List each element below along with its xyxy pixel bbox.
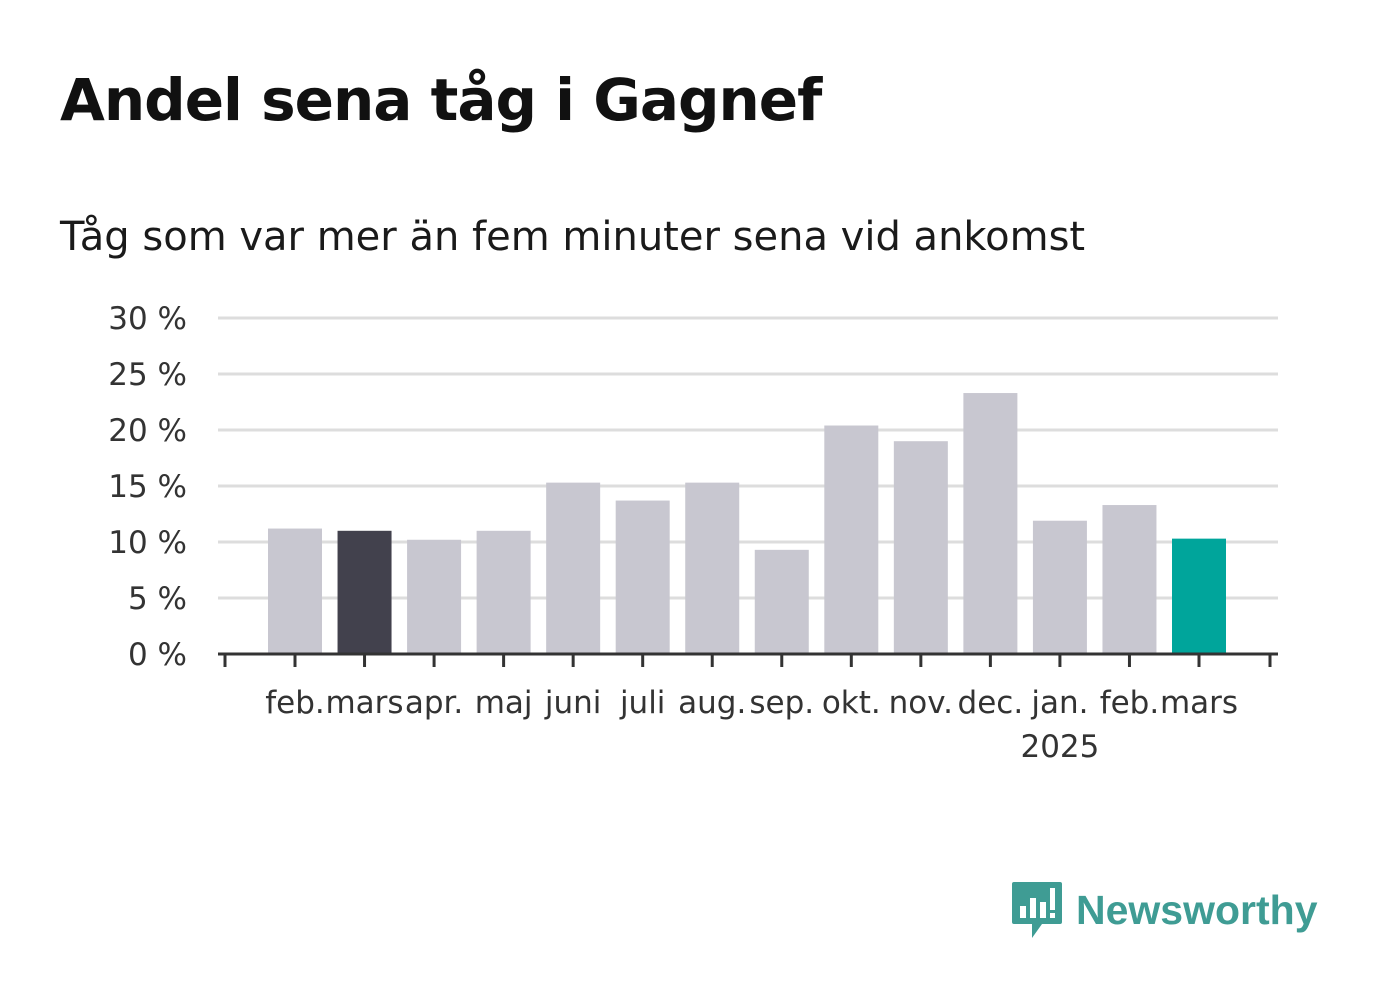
bar (476, 530, 531, 654)
newsworthy-logo: Newsworthy (1010, 880, 1318, 940)
x-tick-label: aug. (678, 685, 746, 721)
x-tick-label: dec. (958, 685, 1024, 721)
x-tick-labels: feb. mars apr. maj juni juli aug. sep. okt. nov. d… (265, 685, 1238, 765)
bars (268, 393, 1226, 654)
x-tick-label: jan. (1030, 685, 1088, 721)
y-tick-label: 25 % (108, 357, 187, 393)
newsworthy-chart-icon (1012, 882, 1062, 938)
bar (337, 530, 392, 654)
bar-chart: 0 %5 %10 %15 %20 %25 %30 % feb. mars apr. m… (108, 301, 1278, 765)
x-tick-label: juni (544, 685, 602, 721)
bar (1102, 505, 1157, 654)
y-tick-label: 10 % (108, 525, 187, 561)
y-tick-label: 15 % (108, 469, 187, 505)
x-tick-label: okt. (822, 685, 881, 721)
x-tick-label: feb. (265, 685, 325, 721)
x-tick-label: sep. (749, 685, 814, 721)
grid-lines (218, 316, 1278, 600)
x-tick-label: mars (1160, 685, 1238, 721)
chart-title: Andel sena tåg i Gagnef (60, 66, 822, 134)
bar (615, 500, 670, 654)
y-tick-label: 5 % (128, 581, 187, 617)
bar (963, 393, 1018, 654)
bar (268, 528, 322, 654)
y-tick-labels: 0 % 5 % 10 % 15 % 20 % 25 % 30 % (108, 301, 187, 673)
x-year-label: 2025 (1020, 729, 1099, 765)
logo-text: Newsworthy (1076, 886, 1318, 933)
bar (685, 482, 740, 654)
x-tick-label: maj (475, 685, 533, 721)
x-tick-label: nov. (889, 685, 953, 721)
bar (754, 549, 809, 654)
bar (893, 441, 948, 654)
y-tick-label: 0 % (128, 637, 187, 673)
x-tick-label: feb. (1100, 685, 1160, 721)
x-tick-label: mars (325, 685, 403, 721)
y-tick-label: 20 % (108, 413, 187, 449)
bar (824, 425, 879, 654)
y-tick-label: 30 % (108, 301, 187, 337)
bar (1032, 520, 1087, 654)
bar (407, 539, 462, 654)
bar (546, 482, 601, 654)
x-axis (218, 652, 1278, 667)
x-tick-label: apr. (405, 685, 463, 721)
bar (1172, 538, 1226, 654)
chart-subtitle: Tåg som var mer än fem minuter sena vid … (60, 214, 1086, 260)
x-tick-label: juli (619, 685, 666, 721)
